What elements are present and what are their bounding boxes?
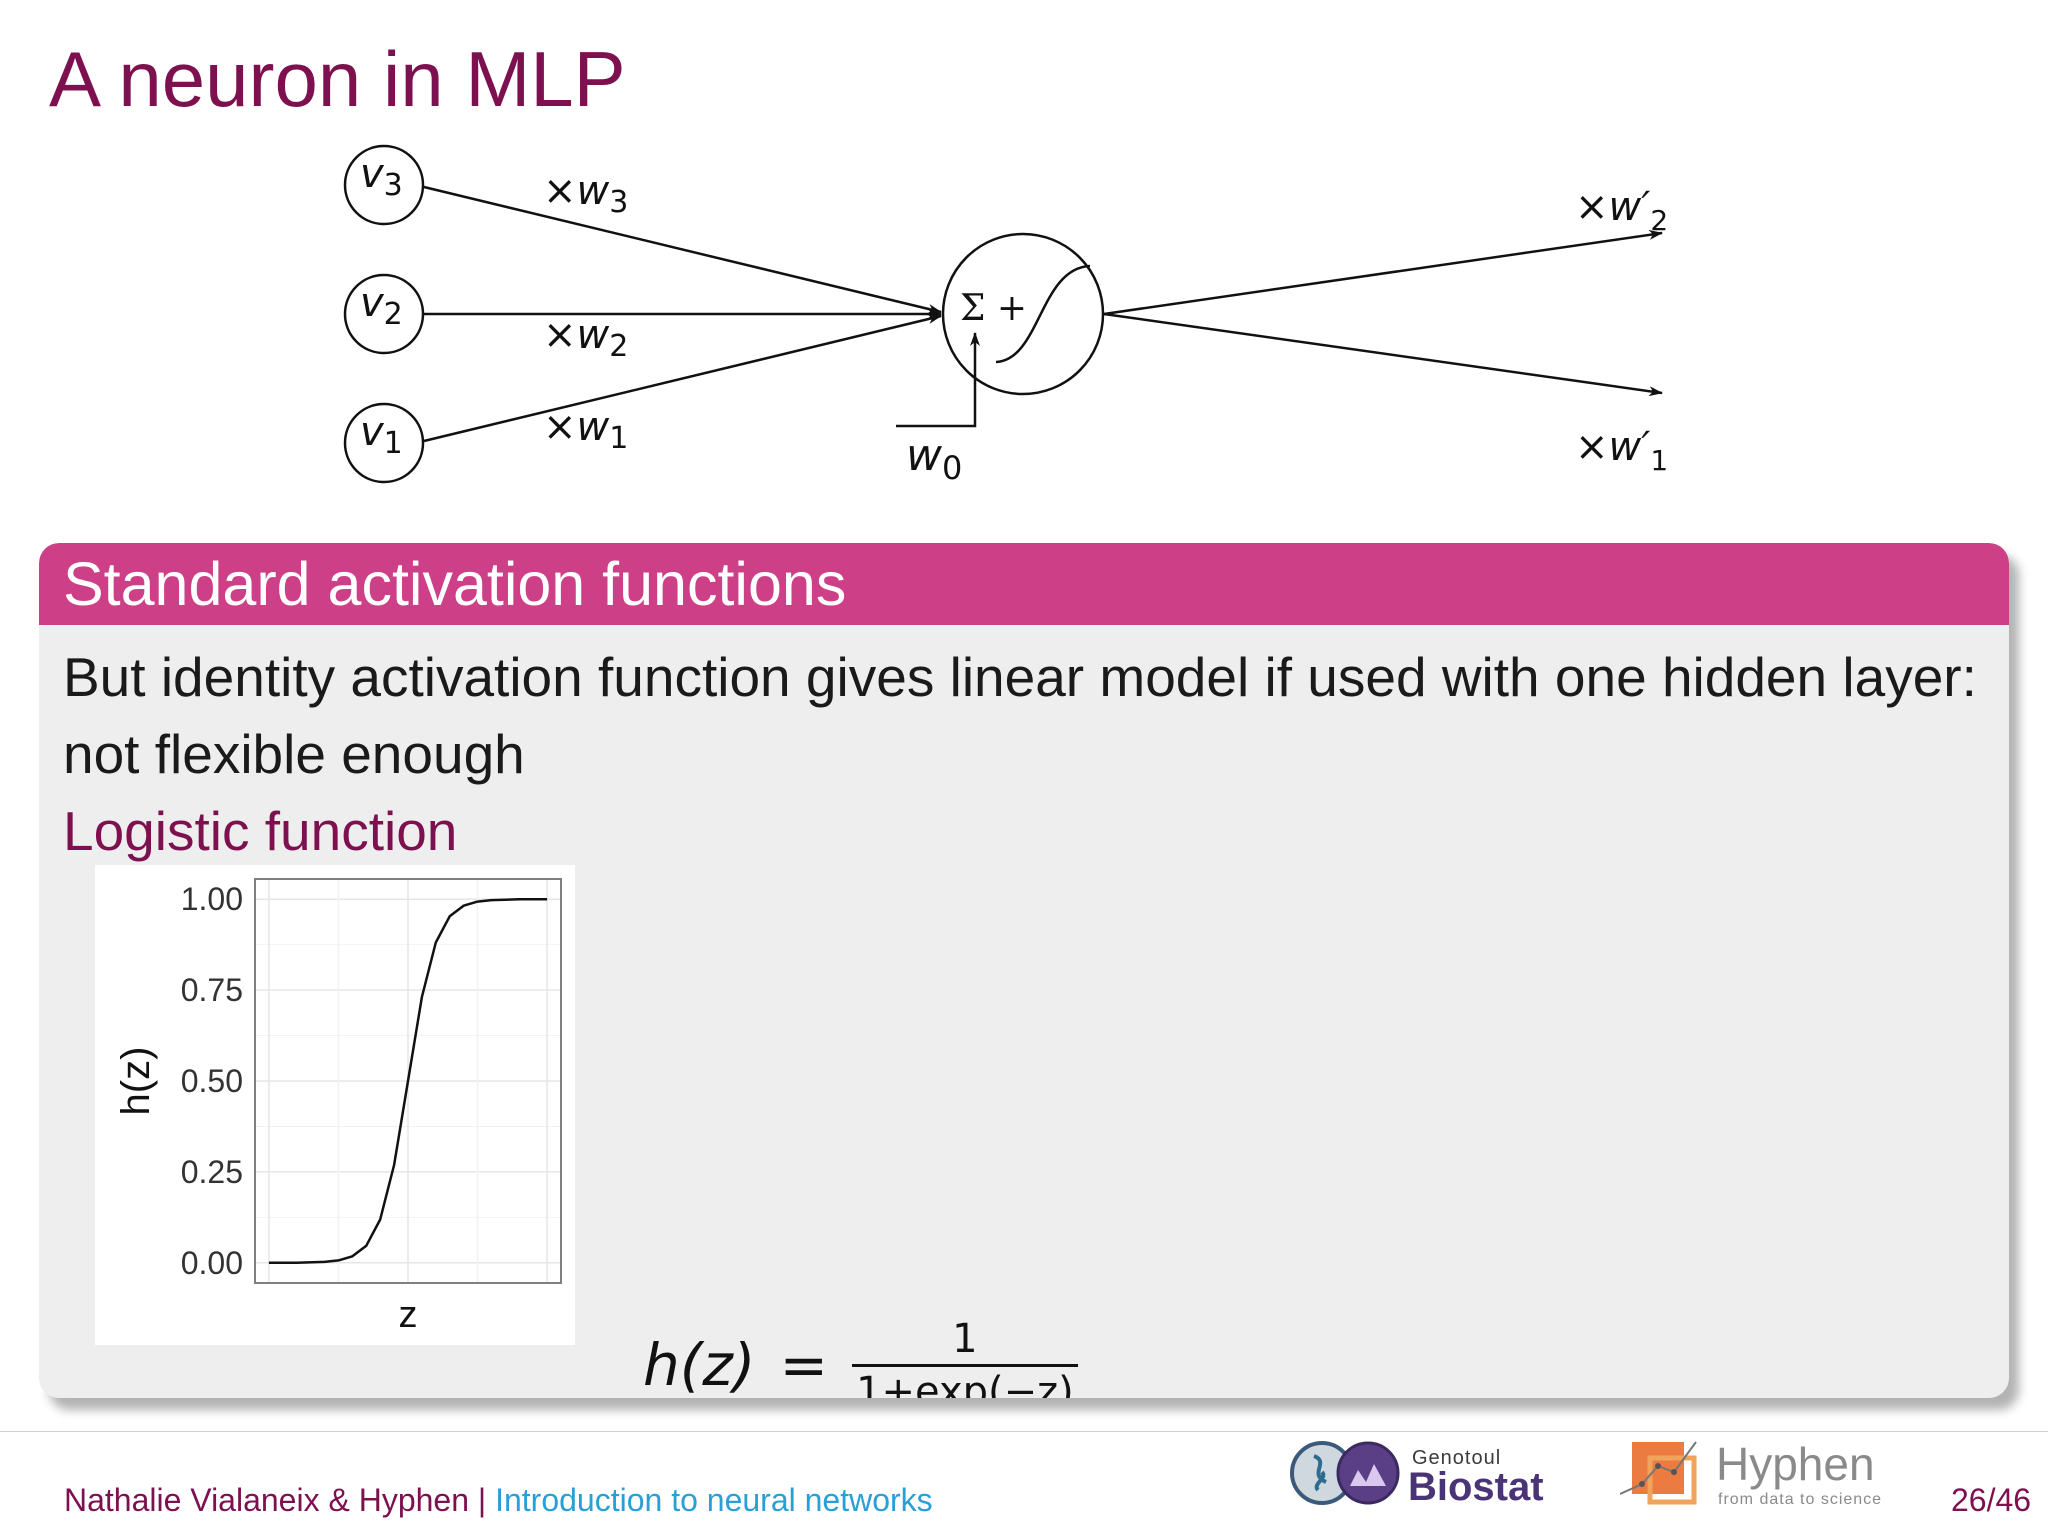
neuron-sum-symbol: Σ +: [960, 288, 1027, 329]
neuron-node: Σ +: [941, 232, 1105, 396]
hyphen-logo: Hyphen from data to science: [1620, 1438, 1882, 1508]
weight-label-w2: ×w2: [543, 312, 628, 364]
x-axis-label: z: [399, 1294, 418, 1336]
logistic-curve: [268, 897, 548, 1265]
svg-text:v3: v3: [360, 151, 403, 203]
logistic-function-heading: Logistic function: [63, 800, 458, 862]
input-node-v3: v3: [343, 144, 425, 226]
logo-hyphen-text: Hyphen: [1716, 1438, 1875, 1490]
activation-functions-block: Standard activation functions But identi…: [39, 543, 2009, 1398]
logo-hyphen-tagline: from data to science: [1718, 1491, 1882, 1508]
footer-talk-title[interactable]: Introduction to neural networks: [495, 1482, 933, 1518]
svg-text:v1: v1: [360, 409, 403, 461]
footer-separator: |: [477, 1482, 487, 1518]
svg-text:v2: v2: [360, 280, 403, 332]
weight-label-w3: ×w3: [543, 168, 628, 220]
edge-v1-neuron: [423, 314, 942, 443]
footer: Nathalie Vialaneix & Hyphen | Introducti…: [64, 1480, 933, 1520]
edge-v3-neuron: [423, 185, 942, 314]
input-node-v2: v2: [343, 273, 425, 355]
formula-lhs: h(z): [643, 1331, 756, 1398]
block-title: Standard activation functions: [39, 543, 2009, 625]
bias-label-w0: w0: [906, 430, 962, 487]
weight-label-w1: ×w1: [543, 404, 628, 456]
footer-divider: [0, 1431, 2048, 1432]
logo-biostat-text: Biostat: [1408, 1465, 1544, 1509]
bias-edge: [896, 332, 980, 428]
weight-label-w2-prime: ×w′2: [1575, 184, 1668, 237]
formula-equals: =: [779, 1331, 829, 1398]
footer-author: Nathalie Vialaneix & Hyphen: [64, 1482, 469, 1518]
page-number: 26/46: [1951, 1482, 2032, 1518]
logistic-plot: 0.00 0.25 0.50 0.75 1.00 z h(z): [114, 878, 562, 1336]
block-text: But identity activation function gives l…: [63, 646, 1977, 785]
formula-numerator: 1: [952, 1315, 978, 1362]
logistic-formula: h(z) = 1 1+exp(−z): [643, 1285, 1078, 1398]
formula-fraction: 1 1+exp(−z): [852, 1315, 1078, 1398]
plot-border: [254, 878, 562, 1284]
y-tick-label: 0.50: [181, 1063, 243, 1099]
weight-label-w1-prime: ×w′1: [1575, 424, 1668, 477]
sigmoid-glyph-icon: [995, 264, 1091, 364]
y-tick-label: 0.25: [181, 1154, 243, 1190]
edge-neuron-out1: [1103, 312, 1663, 397]
logistic-plot-card: 0.00 0.25 0.50 0.75 1.00 z h(z): [95, 865, 575, 1345]
formula-denominator: 1+exp(−z): [852, 1363, 1078, 1398]
y-axis-label: h(z): [114, 1047, 158, 1116]
edge-neuron-out2: [1103, 229, 1663, 316]
logo-genotoul-text: Genotoul: [1412, 1447, 1501, 1469]
neuron-diagram: v3 v2 v1 ×w3 ×w2 ×w1 Σ + w0 ×w′2 ×w′1: [343, 144, 1668, 487]
y-tick-label: 1.00: [181, 881, 243, 917]
slide-title: A neuron in MLP: [49, 35, 626, 123]
input-node-v1: v1: [343, 402, 425, 484]
y-tick-label: 0.75: [181, 972, 243, 1008]
y-tick-label: 0.00: [181, 1245, 243, 1281]
genotoul-biostat-logo: Genotoul Biostat: [1282, 1434, 1550, 1512]
